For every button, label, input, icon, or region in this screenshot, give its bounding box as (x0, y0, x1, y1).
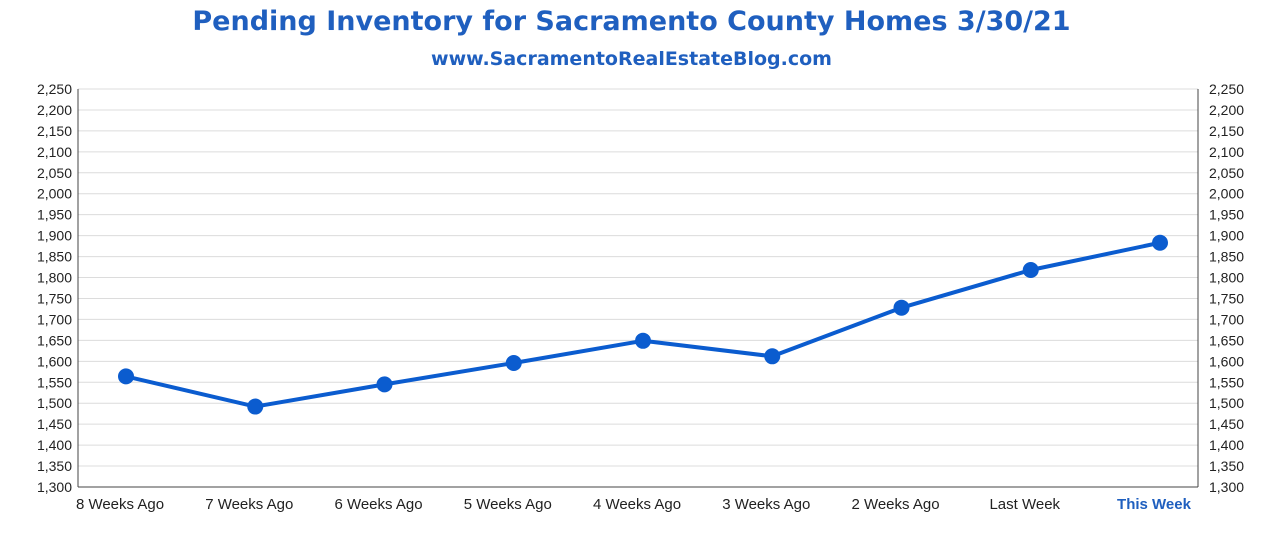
x-tick-label: This Week (1117, 496, 1192, 513)
y-tick-label-left: 2,250 (37, 81, 72, 97)
y-tick-label-right: 1,700 (1209, 311, 1244, 327)
y-tick-label-left: 1,700 (37, 311, 72, 327)
y-tick-label-left: 1,650 (37, 332, 72, 348)
y-tick-label-right: 1,600 (1209, 353, 1244, 369)
y-tick-label-right: 2,000 (1209, 186, 1244, 202)
x-tick-label: 6 Weeks Ago (334, 496, 422, 513)
y-tick-label-left: 2,050 (37, 165, 72, 181)
x-tick-label: 3 Weeks Ago (722, 496, 810, 513)
chart-title: Pending Inventory for Sacramento County … (192, 6, 1071, 37)
y-tick-label-right: 1,300 (1209, 479, 1244, 495)
data-point (1152, 234, 1168, 251)
x-tick-label: Last Week (989, 496, 1060, 513)
y-tick-label-right: 2,250 (1209, 81, 1244, 97)
y-tick-label-right: 1,350 (1209, 458, 1244, 474)
y-tick-label-left: 1,300 (37, 479, 72, 495)
y-tick-label-left: 1,900 (37, 228, 72, 244)
y-tick-label-left: 1,800 (37, 270, 72, 286)
y-tick-label-right: 2,050 (1209, 165, 1244, 181)
series-layer (118, 234, 1168, 415)
y-tick-label-left: 1,850 (37, 249, 72, 265)
y-tick-label-right: 1,400 (1209, 437, 1244, 453)
x-tick-label: 7 Weeks Ago (205, 496, 293, 513)
y-tick-label-right: 1,900 (1209, 228, 1244, 244)
y-tick-label-left: 1,500 (37, 395, 72, 411)
y-axis-left: 1,300 1,350 1,400 1,450 1,500 1,550 1,600 1,650… (37, 81, 79, 495)
data-point (118, 368, 134, 385)
y-tick-label-right: 1,850 (1209, 249, 1244, 265)
data-point (247, 398, 264, 415)
y-tick-label-left: 1,350 (37, 458, 72, 474)
y-tick-label-right: 1,750 (1209, 290, 1244, 306)
x-axis: 8 Weeks Ago 7 Weeks Ago 6 Weeks Ago 5 Weeks… (76, 486, 1198, 513)
y-tick-label-left: 1,600 (37, 353, 72, 369)
x-tick-label: 4 Weeks Ago (593, 496, 681, 513)
y-tick-label-right: 1,800 (1209, 270, 1244, 286)
y-tick-label-left: 1,750 (37, 290, 72, 306)
y-tick-label-left: 2,150 (37, 123, 72, 139)
data-point (376, 376, 393, 393)
y-tick-label-right: 2,200 (1209, 102, 1244, 118)
data-point (764, 348, 781, 365)
y-tick-label-left: 2,000 (37, 186, 72, 202)
y-tick-label-left: 1,400 (37, 437, 72, 453)
y-tick-label-right: 1,500 (1209, 395, 1244, 411)
data-point (1022, 261, 1039, 278)
y-tick-label-left: 2,200 (37, 102, 72, 118)
gridlines (78, 88, 1198, 488)
x-tick-label: 8 Weeks Ago (76, 496, 164, 513)
y-tick-label-left: 1,550 (37, 374, 72, 390)
data-point (635, 332, 651, 349)
chart-subtitle: www.SacramentoRealEstateBlog.com (431, 48, 832, 70)
y-tick-label-right: 2,100 (1209, 144, 1244, 160)
y-tick-label-left: 2,100 (37, 144, 72, 160)
y-tick-label-right: 1,950 (1209, 207, 1244, 223)
x-tick-label: 2 Weeks Ago (851, 496, 939, 513)
y-tick-label-left: 1,950 (37, 207, 72, 223)
y-tick-label-right: 2,150 (1209, 123, 1244, 139)
y-tick-label-right: 1,450 (1209, 416, 1244, 432)
y-tick-label-left: 1,450 (37, 416, 72, 432)
y-tick-label-right: 1,650 (1209, 332, 1244, 348)
x-tick-label: 5 Weeks Ago (464, 496, 552, 513)
y-axis-right: 1,300 1,350 1,400 1,450 1,500 1,550 1,600 1,650… (1197, 81, 1244, 495)
y-tick-label-right: 1,550 (1209, 374, 1244, 390)
data-point (505, 354, 522, 371)
data-point (893, 299, 910, 316)
